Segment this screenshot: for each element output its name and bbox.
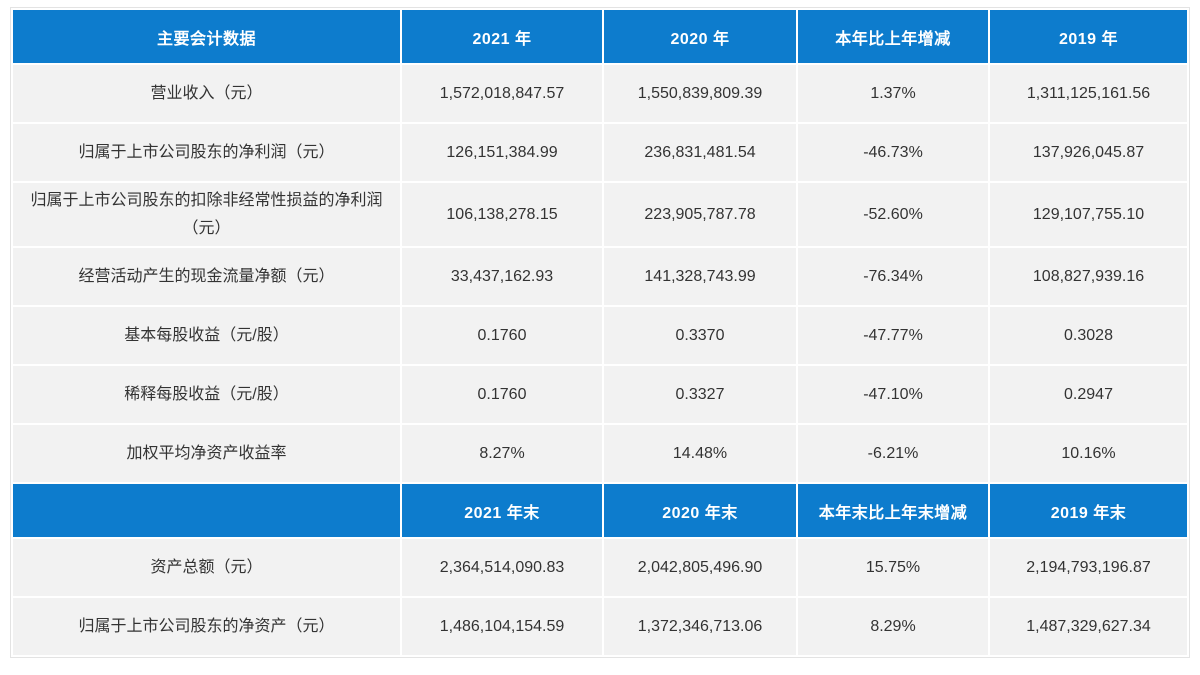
row-label: 基本每股收益（元/股） (13, 307, 400, 364)
col-header-2019: 2019 年 (990, 10, 1187, 63)
table-row-operating-cash-flow: 经营活动产生的现金流量净额（元） 33,437,162.93 141,328,7… (13, 248, 1187, 305)
value-2020: 0.3327 (604, 366, 796, 423)
period-end-header-row: 2021 年末 2020 年末 本年末比上年末增减 2019 年末 (13, 484, 1187, 537)
annual-header-row: 主要会计数据 2021 年 2020 年 本年比上年增减 2019 年 (13, 10, 1187, 63)
value-change: -47.77% (798, 307, 988, 364)
row-label: 稀释每股收益（元/股） (13, 366, 400, 423)
col-header-2021-end: 2021 年末 (402, 484, 602, 537)
table-row-weighted-avg-roe: 加权平均净资产收益率 8.27% 14.48% -6.21% 10.16% (13, 425, 1187, 482)
row-label: 归属于上市公司股东的扣除非经常性损益的净利润（元） (13, 183, 400, 246)
table-row-net-assets: 归属于上市公司股东的净资产（元） 1,486,104,154.59 1,372,… (13, 598, 1187, 655)
value-change: -76.34% (798, 248, 988, 305)
value-2020: 236,831,481.54 (604, 124, 796, 181)
value-2020: 1,372,346,713.06 (604, 598, 796, 655)
table-row-net-profit: 归属于上市公司股东的净利润（元） 126,151,384.99 236,831,… (13, 124, 1187, 181)
col-header-metric: 主要会计数据 (13, 10, 400, 63)
table-row-operating-revenue: 营业收入（元） 1,572,018,847.57 1,550,839,809.3… (13, 65, 1187, 122)
table-row-net-profit-excl-nonrecurring: 归属于上市公司股东的扣除非经常性损益的净利润（元） 106,138,278.15… (13, 183, 1187, 246)
value-change: 1.37% (798, 65, 988, 122)
value-2019: 1,487,329,627.34 (990, 598, 1187, 655)
value-2019: 108,827,939.16 (990, 248, 1187, 305)
value-2021: 0.1760 (402, 307, 602, 364)
value-2020: 223,905,787.78 (604, 183, 796, 246)
value-2019: 137,926,045.87 (990, 124, 1187, 181)
col-header-2021: 2021 年 (402, 10, 602, 63)
value-change: -52.60% (798, 183, 988, 246)
row-label: 经营活动产生的现金流量净额（元） (13, 248, 400, 305)
col-header-2020: 2020 年 (604, 10, 796, 63)
value-change: -47.10% (798, 366, 988, 423)
value-2020: 1,550,839,809.39 (604, 65, 796, 122)
value-2021: 106,138,278.15 (402, 183, 602, 246)
value-2021: 126,151,384.99 (402, 124, 602, 181)
value-2019: 10.16% (990, 425, 1187, 482)
row-label: 资产总额（元） (13, 539, 400, 596)
table-row-diluted-eps: 稀释每股收益（元/股） 0.1760 0.3327 -47.10% 0.2947 (13, 366, 1187, 423)
value-2019: 2,194,793,196.87 (990, 539, 1187, 596)
value-change: 15.75% (798, 539, 988, 596)
value-2020: 141,328,743.99 (604, 248, 796, 305)
value-2021: 2,364,514,090.83 (402, 539, 602, 596)
value-2019: 0.2947 (990, 366, 1187, 423)
value-2021: 1,486,104,154.59 (402, 598, 602, 655)
table-row-basic-eps: 基本每股收益（元/股） 0.1760 0.3370 -47.77% 0.3028 (13, 307, 1187, 364)
value-2020: 14.48% (604, 425, 796, 482)
value-change: -46.73% (798, 124, 988, 181)
value-2019: 0.3028 (990, 307, 1187, 364)
value-change: 8.29% (798, 598, 988, 655)
value-2019: 129,107,755.10 (990, 183, 1187, 246)
col-header-metric-empty (13, 484, 400, 537)
value-2021: 8.27% (402, 425, 602, 482)
row-label: 营业收入（元） (13, 65, 400, 122)
value-2021: 0.1760 (402, 366, 602, 423)
col-header-2019-end: 2019 年末 (990, 484, 1187, 537)
value-2021: 33,437,162.93 (402, 248, 602, 305)
value-2020: 2,042,805,496.90 (604, 539, 796, 596)
financial-summary-table-frame: 主要会计数据 2021 年 2020 年 本年比上年增减 2019 年 营业收入… (10, 7, 1190, 658)
col-header-2020-end: 2020 年末 (604, 484, 796, 537)
value-2021: 1,572,018,847.57 (402, 65, 602, 122)
row-label: 归属于上市公司股东的净利润（元） (13, 124, 400, 181)
col-header-end-change: 本年末比上年末增减 (798, 484, 988, 537)
value-change: -6.21% (798, 425, 988, 482)
value-2019: 1,311,125,161.56 (990, 65, 1187, 122)
value-2020: 0.3370 (604, 307, 796, 364)
col-header-yoy-change: 本年比上年增减 (798, 10, 988, 63)
row-label: 归属于上市公司股东的净资产（元） (13, 598, 400, 655)
row-label: 加权平均净资产收益率 (13, 425, 400, 482)
table-row-total-assets: 资产总额（元） 2,364,514,090.83 2,042,805,496.9… (13, 539, 1187, 596)
financial-summary-table: 主要会计数据 2021 年 2020 年 本年比上年增减 2019 年 营业收入… (11, 8, 1189, 657)
